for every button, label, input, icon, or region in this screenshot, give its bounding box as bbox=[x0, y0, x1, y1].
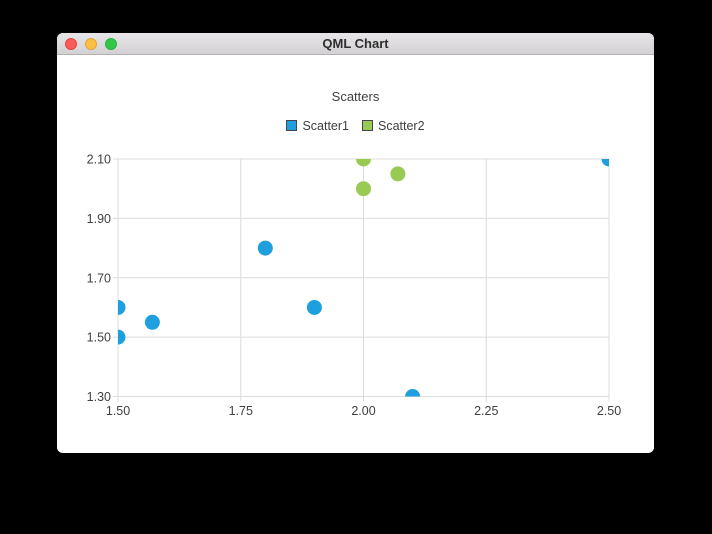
x-tick-label: 2.00 bbox=[351, 404, 375, 418]
minimize-button[interactable] bbox=[85, 38, 97, 50]
legend-marker-scatter2-icon bbox=[362, 120, 373, 131]
titlebar[interactable]: QML Chart bbox=[57, 33, 654, 55]
legend-label-scatter1: Scatter1 bbox=[302, 118, 349, 133]
y-tick-label: 1.90 bbox=[87, 212, 111, 226]
legend: Scatter1 Scatter2 bbox=[57, 118, 654, 133]
data-point-scatter1 bbox=[405, 389, 421, 397]
data-point-scatter2 bbox=[390, 166, 406, 182]
scatter-plot: 1.50 1.75 2.00 2.25 2.501.301.501.701.902.10 bbox=[87, 153, 622, 419]
x-tick-label: 1.50 bbox=[106, 404, 130, 418]
chart-area: Scatters Scatter1 Scatter2 1.50 1.75 2.00 2… bbox=[57, 55, 654, 452]
data-point-scatter1 bbox=[144, 314, 160, 330]
zoom-button[interactable] bbox=[105, 38, 117, 50]
window-controls bbox=[65, 38, 117, 50]
data-point-scatter1 bbox=[601, 159, 609, 167]
window-title: QML Chart bbox=[322, 36, 389, 51]
data-point-scatter1 bbox=[257, 240, 273, 256]
data-point-scatter2 bbox=[356, 159, 371, 167]
data-point-scatter1 bbox=[118, 329, 126, 345]
series-scatter1 bbox=[118, 159, 609, 397]
app-window: QML Chart Scatters Scatter1 Scatter2 1.5… bbox=[57, 33, 654, 453]
data-point-scatter1 bbox=[118, 299, 126, 315]
y-tick-label: 1.70 bbox=[87, 271, 111, 285]
data-point-scatter2 bbox=[356, 181, 371, 197]
series-scatter2 bbox=[356, 159, 406, 197]
legend-marker-scatter1-icon bbox=[286, 120, 298, 131]
x-tick-label: 1.75 bbox=[229, 404, 253, 418]
legend-item-scatter2: Scatter2 bbox=[362, 119, 425, 133]
y-tick-label: 2.10 bbox=[87, 153, 111, 167]
y-tick-label: 1.50 bbox=[87, 331, 111, 345]
legend-item-scatter1: Scatter1 bbox=[286, 119, 349, 133]
y-tick-label: 1.30 bbox=[87, 390, 111, 404]
chart-title: Scatters bbox=[331, 89, 380, 104]
x-tick-label: 2.25 bbox=[474, 404, 498, 418]
x-tick-label: 2.50 bbox=[597, 404, 621, 418]
close-button[interactable] bbox=[65, 38, 77, 50]
data-point-scatter1 bbox=[306, 299, 322, 315]
legend-label-scatter2: Scatter2 bbox=[378, 118, 425, 133]
